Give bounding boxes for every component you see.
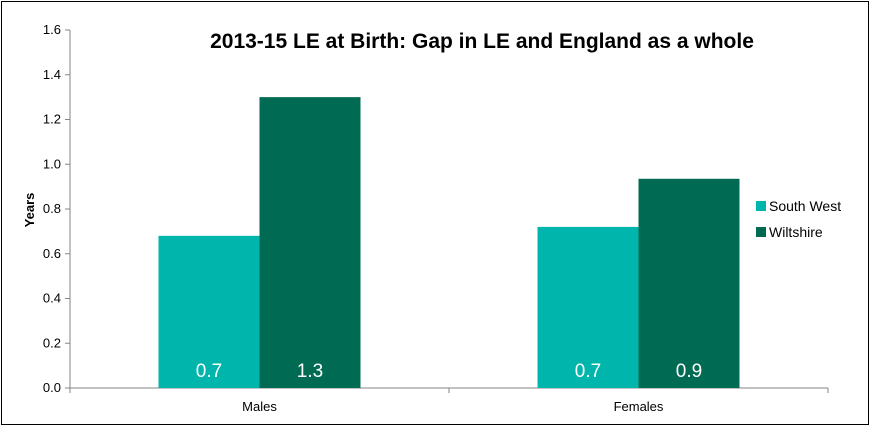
bar <box>638 178 740 388</box>
legend-label: Wiltshire <box>769 224 823 240</box>
bars: 0.7 1.3 Males 0.7 0.9 Females <box>158 97 740 414</box>
chart-title: 2013-15 LE at Birth: Gap in LE and Engla… <box>210 30 754 53</box>
data-label: 1.3 <box>297 361 323 382</box>
y-tick-label: 1.2 <box>43 112 61 127</box>
y-axis-label: Years <box>22 193 37 228</box>
bar <box>537 226 639 388</box>
legend-label: South West <box>769 198 841 214</box>
bar <box>259 97 361 388</box>
legend-swatch <box>756 227 766 237</box>
bar <box>158 235 260 388</box>
y-tick-label: 0.6 <box>43 246 61 261</box>
legend: South West Wiltshire <box>756 198 841 240</box>
data-label: 0.7 <box>575 361 601 382</box>
y-tick-label: 0.4 <box>43 291 61 306</box>
data-label: 0.7 <box>196 361 222 382</box>
y-tick-label: 1.0 <box>43 156 61 171</box>
category-label: Females <box>614 399 664 414</box>
y-tick-label: 0.0 <box>43 380 61 395</box>
category-label: Males <box>242 399 277 414</box>
y-tick-label: 0.2 <box>43 335 61 350</box>
data-label: 0.9 <box>676 361 702 382</box>
y-tick-label: 1.4 <box>43 67 61 82</box>
legend-swatch <box>756 201 766 211</box>
y-tick-label: 1.6 <box>43 22 61 37</box>
y-tick-label: 0.8 <box>43 201 61 216</box>
